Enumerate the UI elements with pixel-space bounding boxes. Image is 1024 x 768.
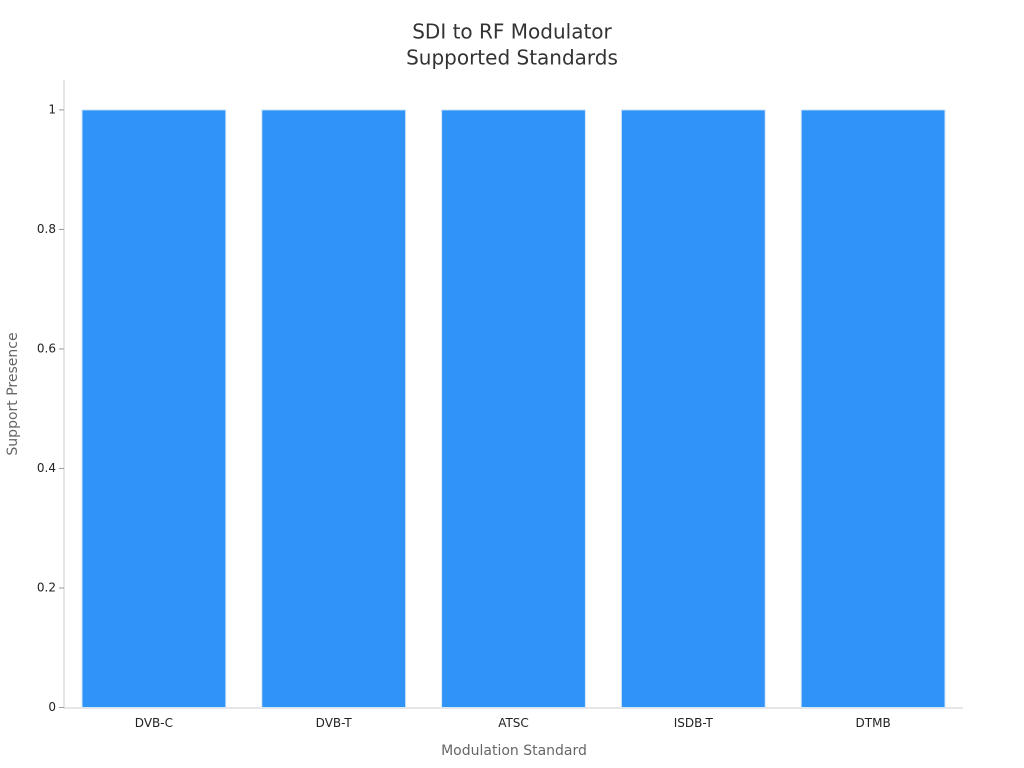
y-tick-label: 0.6: [37, 341, 56, 355]
y-tick-label: 0.4: [37, 461, 56, 475]
y-tick-label: 0.2: [37, 580, 56, 594]
bar: [81, 109, 227, 708]
x-tick-label: DVB-T: [316, 716, 353, 730]
y-tick-label: 0.8: [37, 222, 56, 236]
y-tick-label: 1: [48, 102, 56, 116]
bar: [441, 109, 586, 708]
chart-title: SDI to RF Modulator: [412, 20, 612, 44]
x-axis-title: Modulation Standard: [441, 743, 587, 759]
x-tick-label: DVB-C: [135, 716, 173, 730]
x-tick-label: ISDB-T: [674, 716, 714, 730]
chart-title: Supported Standards: [406, 46, 618, 70]
y-axis-title: Support Presence: [5, 332, 21, 455]
bar: [620, 109, 766, 708]
bar: [800, 109, 946, 708]
y-tick-label: 0: [48, 700, 56, 714]
x-tick-label: DTMB: [856, 716, 891, 730]
bar: [261, 109, 407, 708]
x-tick-label: ATSC: [498, 716, 529, 730]
